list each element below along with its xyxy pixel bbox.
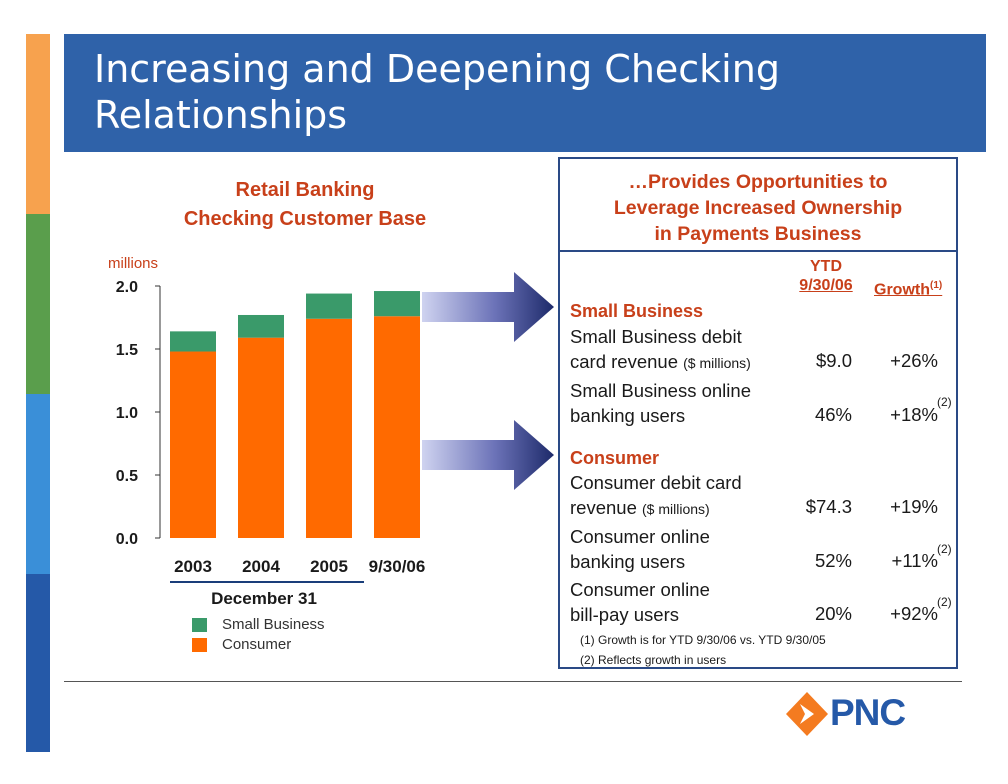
row-label-line-2-main: card revenue — [570, 351, 678, 372]
pnc-logo-mark-icon — [786, 692, 828, 736]
row-label-line-2: banking users — [570, 405, 686, 426]
col-head-growth: Growth(1) — [874, 276, 944, 299]
section-consumer: Consumer — [570, 448, 660, 468]
x-tick-label: 2003 — [174, 557, 212, 576]
row-value: 20% — [814, 603, 852, 624]
row-label-line-2-main: revenue — [570, 497, 637, 518]
chart-title-line-1: Retail Banking — [235, 179, 375, 201]
box-title: …Provides Opportunities to Leverage Incr… — [560, 169, 956, 247]
bottom-rule — [64, 681, 962, 682]
row-label-line-2: revenue ($ millions) — [570, 495, 742, 522]
row-label-line-1: Consumer debit card — [570, 472, 742, 493]
bar-small-business — [170, 331, 216, 352]
row-label-unit: ($ millions) — [642, 501, 710, 517]
legend-swatch-small-business — [192, 618, 207, 632]
payments-opportunity-box: …Provides Opportunities to Leverage Incr… — [558, 157, 958, 669]
bar-small-business — [374, 291, 420, 317]
chart-title: Retail Banking Checking Customer Base — [140, 176, 470, 234]
row-label: Small Business online banking users — [570, 378, 751, 428]
row-value: 46% — [814, 404, 852, 425]
box-divider — [560, 250, 956, 252]
row-label-line-1: Consumer online — [570, 579, 710, 600]
footnote-1: (1) Growth is for YTD 9/30/06 vs. YTD 9/… — [580, 633, 826, 647]
accent-strip-orange — [26, 34, 50, 214]
checking-customer-chart: millions 0.0 0.5 1.0 1.5 2.0 2003 2004 2005 9/30/… — [108, 255, 426, 608]
row-label-line-1: Small Business online — [570, 380, 751, 401]
row-footnote-mark: (2) — [937, 542, 952, 556]
pnc-logo: PNC — [786, 690, 936, 738]
legend-label-small-business: Small Business — [222, 616, 325, 633]
footnote-2: (2) Reflects growth in users — [580, 653, 726, 667]
y-tick-label: 1.5 — [116, 342, 138, 359]
title-banner: Increasing and Deepening Checking Relati… — [64, 34, 986, 152]
col-head-growth-label: Growth — [874, 281, 930, 299]
accent-strip-light-blue — [26, 394, 50, 574]
pnc-logo-text: PNC — [830, 692, 906, 733]
row-footnote-mark: (2) — [937, 395, 952, 409]
bar-small-business — [238, 314, 284, 338]
y-axis-label: millions — [108, 255, 158, 272]
box-title-line-1: …Provides Opportunities to — [628, 171, 888, 193]
footnote-1-text: Growth is for YTD 9/30/06 vs. YTD 9/30/0… — [598, 633, 826, 647]
bar-consumer — [238, 337, 284, 538]
row-label: Small Business debit card revenue ($ mil… — [570, 324, 751, 376]
accent-strip-dark-blue — [26, 574, 50, 752]
row-value: $9.0 — [815, 350, 852, 371]
row-label: Consumer online bill-pay users — [570, 577, 710, 627]
row-footnote-mark: (2) — [937, 595, 952, 609]
y-tick-label: 1.0 — [116, 405, 138, 422]
x-tick-label: 9/30/06 — [369, 557, 426, 576]
row-growth: +92% — [890, 603, 938, 624]
col-head-ytd: YTD 9/30/06 — [792, 257, 860, 295]
y-tick-label: 0.5 — [116, 468, 138, 485]
section-small-business: Small Business — [570, 301, 704, 321]
legend-label-consumer: Consumer — [222, 636, 292, 653]
row-label: Consumer debit card revenue ($ millions) — [570, 470, 742, 522]
bar-small-business — [306, 293, 352, 319]
row-label: Consumer online banking users — [570, 524, 710, 574]
col-head-ytd-line-2: 9/30/06 — [799, 277, 853, 294]
x-tick-label: 2004 — [242, 557, 280, 576]
box-title-line-2: Leverage Increased Ownership — [613, 197, 903, 219]
footnote-2-mark: (2) — [580, 653, 595, 667]
row-label-line-1: Consumer online — [570, 526, 710, 547]
box-title-line-3: in Payments Business — [654, 223, 862, 245]
x-tick-label: 2005 — [310, 557, 348, 576]
col-head-growth-sup: (1) — [930, 280, 943, 291]
row-growth: +18% — [890, 404, 938, 425]
arrow-right-icon — [422, 420, 554, 490]
row-label-line-2: card revenue ($ millions) — [570, 349, 751, 376]
row-label-line-1: Small Business debit — [570, 326, 742, 347]
y-tick-label: 0.0 — [116, 531, 138, 548]
row-value: 52% — [814, 550, 852, 571]
bar-consumer — [170, 351, 216, 538]
y-tick-label: 2.0 — [116, 279, 138, 296]
row-label-unit: ($ millions) — [683, 355, 751, 371]
row-value: $74.3 — [805, 496, 852, 517]
row-label-line-2: banking users — [570, 551, 686, 572]
arrow-right-icon — [422, 272, 554, 342]
legend-swatch-consumer — [192, 638, 207, 652]
bar-consumer — [306, 318, 352, 538]
bar-consumer — [374, 316, 420, 538]
chart-title-line-2: Checking Customer Base — [183, 208, 427, 230]
row-growth: +19% — [890, 496, 938, 517]
row-growth: +26% — [890, 350, 938, 371]
row-label-line-2: bill-pay users — [570, 604, 679, 625]
page-title: Increasing and Deepening Checking Relati… — [94, 47, 780, 137]
footnote-2-text: Reflects growth in users — [598, 653, 727, 667]
col-head-ytd-line-1: YTD — [810, 258, 842, 275]
row-growth: +11% — [891, 550, 938, 571]
accent-strip-green — [26, 214, 50, 394]
footnote-1-mark: (1) — [580, 633, 595, 647]
x-axis-label: December 31 — [211, 589, 317, 608]
